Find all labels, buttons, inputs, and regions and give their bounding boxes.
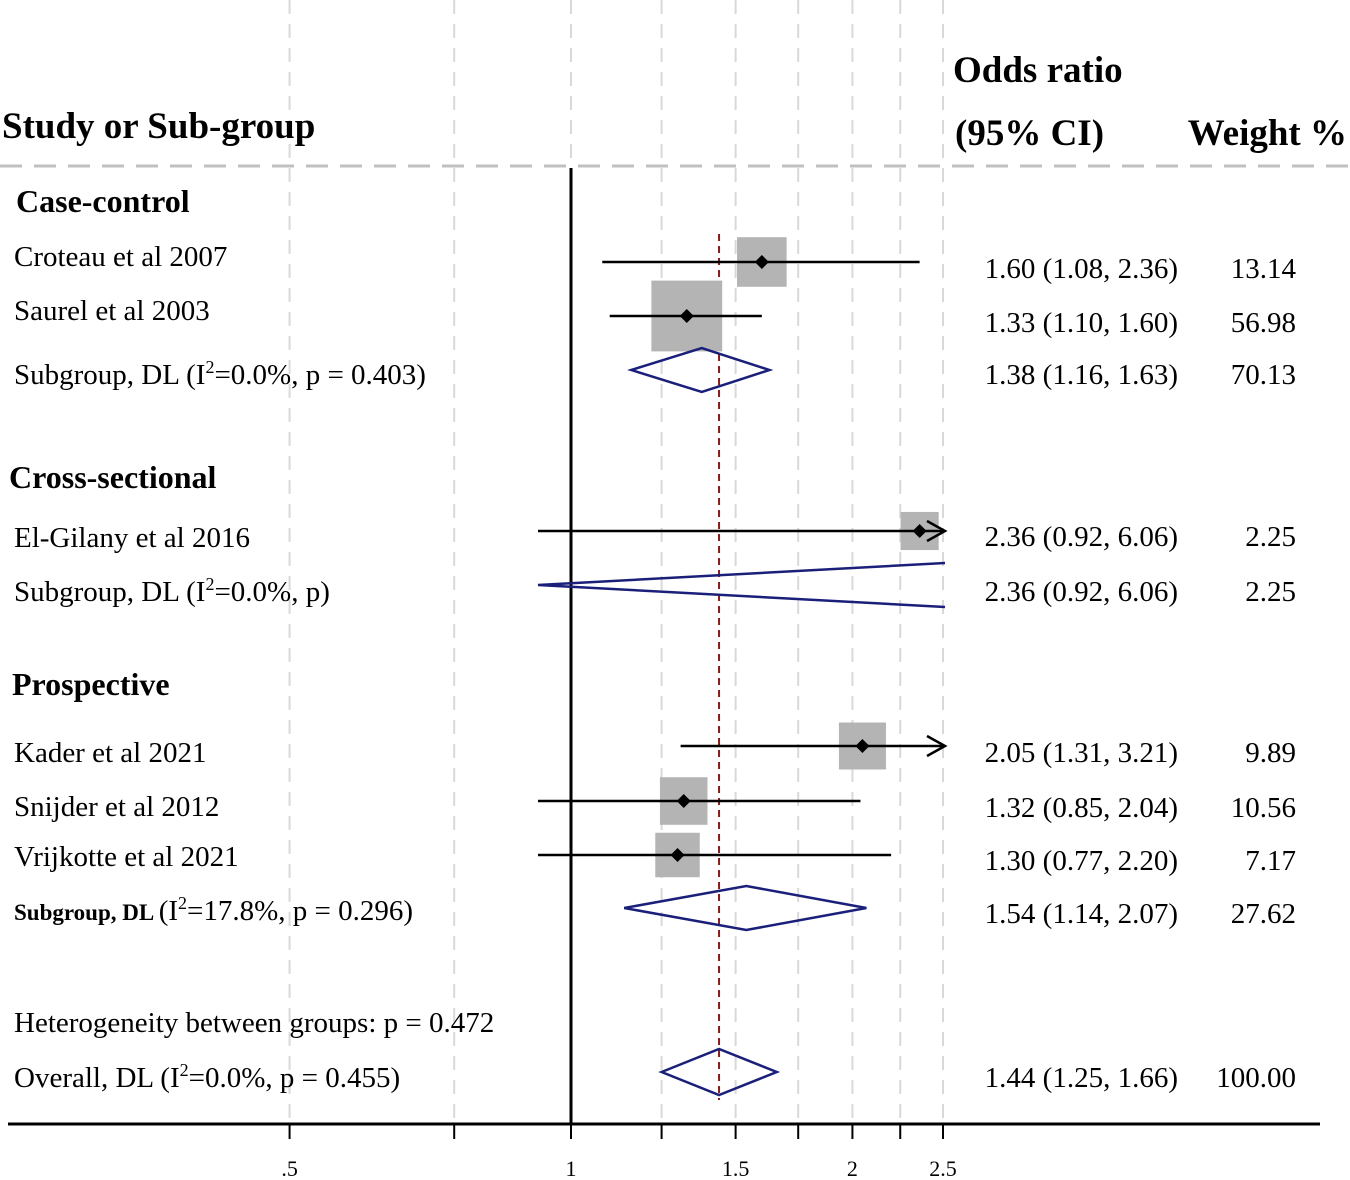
- study-label: Kader et al 2021: [14, 737, 206, 769]
- study-ci-text: 1.60 (1.08, 2.36): [985, 253, 1178, 285]
- point-estimate: [855, 739, 870, 753]
- point-estimate: [670, 848, 685, 862]
- study-weight: 2.25: [1245, 521, 1296, 553]
- x-tick-label: 2.5: [929, 1156, 957, 1180]
- group-heading: Cross-sectional: [9, 459, 217, 495]
- subgroup-weight: 27.62: [1231, 898, 1296, 930]
- study-ci-text: 2.36 (0.92, 6.06): [985, 521, 1178, 553]
- subgroup-ci-text: 1.38 (1.16, 1.63): [985, 359, 1178, 391]
- study-label: Croteau et al 2007: [14, 241, 227, 273]
- ci-arrow: [926, 734, 948, 758]
- study-weight: 7.17: [1245, 845, 1296, 877]
- study-ci-text: 1.32 (0.85, 2.04): [985, 792, 1178, 824]
- subgroup-diamond: [537, 561, 946, 609]
- header-study: Study or Sub-group: [2, 106, 315, 147]
- study-label: Vrijkotte et al 2021: [14, 841, 239, 873]
- subgroup-diamond: [627, 346, 774, 394]
- subgroup-label-bold: Subgroup, DL: [14, 900, 159, 925]
- study-weight: 9.89: [1245, 737, 1296, 769]
- subgroup-label-post: =0.0%, p = 0.403): [214, 359, 426, 391]
- study-label: El-Gilany et al 2016: [14, 522, 250, 554]
- study-weight: 56.98: [1231, 307, 1296, 339]
- header-or: Odds ratio: [953, 50, 1123, 91]
- overall-ci-text: 1.44 (1.25, 1.66): [985, 1062, 1178, 1094]
- group-heading: Case-control: [16, 183, 190, 219]
- study-label: Saurel et al 2003: [14, 295, 210, 327]
- point-estimate: [676, 794, 691, 808]
- study-ci-text: 2.05 (1.31, 3.21): [985, 737, 1178, 769]
- x-tick-label: 1: [566, 1156, 577, 1180]
- subgroup-label: Subgroup, DL (I2=17.8%, p = 0.296): [14, 893, 413, 927]
- subgroup-ci-text: 2.36 (0.92, 6.06): [985, 576, 1178, 608]
- point-estimate: [754, 255, 769, 269]
- subgroup-ci-text: 1.54 (1.14, 2.07): [985, 898, 1178, 930]
- overall-weight: 100.00: [1216, 1062, 1296, 1094]
- subgroup-label-post: =0.0%, p): [214, 576, 329, 608]
- superscript: 2: [180, 1060, 189, 1080]
- subgroup-label-pre: (I: [159, 895, 178, 927]
- subgroup-label: Subgroup, DL (I2=0.0%, p = 0.403): [14, 357, 426, 391]
- study-ci-text: 1.30 (0.77, 2.20): [985, 845, 1178, 877]
- subgroup-label-pre: Subgroup, DL (I: [14, 359, 205, 391]
- study-weight: 10.56: [1231, 792, 1296, 824]
- group-heading: Prospective: [12, 666, 170, 702]
- x-tick-label: 1.5: [722, 1156, 750, 1180]
- x-tick-label: .5: [281, 1156, 298, 1180]
- superscript: 2: [205, 574, 214, 594]
- point-estimate: [912, 524, 927, 538]
- subgroup-label: Subgroup, DL (I2=0.0%, p): [14, 574, 330, 608]
- study-weight: 13.14: [1231, 253, 1297, 285]
- header-weight: Weight %: [1188, 113, 1347, 154]
- subgroup-diamond: [623, 884, 867, 932]
- superscript: 2: [205, 357, 214, 377]
- overall-label-post: =0.0%, p = 0.455): [189, 1062, 401, 1094]
- ci-arrow: [926, 519, 948, 543]
- overall-diamond: [658, 1047, 781, 1097]
- overall-label: Overall, DL (I2=0.0%, p = 0.455): [14, 1060, 400, 1094]
- heterogeneity-text: Heterogeneity between groups: p = 0.472: [14, 1007, 494, 1039]
- header-ci: (95% CI): [955, 113, 1104, 154]
- study-label: Snijder et al 2012: [14, 791, 219, 823]
- overall-label-pre: Overall, DL (I: [14, 1062, 180, 1094]
- point-estimate: [679, 309, 694, 323]
- subgroup-weight: 70.13: [1231, 359, 1296, 391]
- subgroup-label-post: =17.8%, p = 0.296): [187, 895, 413, 927]
- subgroup-weight: 2.25: [1245, 576, 1296, 608]
- study-ci-text: 1.33 (1.10, 1.60): [985, 307, 1178, 339]
- superscript: 2: [178, 893, 187, 913]
- subgroup-label-pre: Subgroup, DL (I: [14, 576, 205, 608]
- x-tick-label: 2: [847, 1156, 858, 1180]
